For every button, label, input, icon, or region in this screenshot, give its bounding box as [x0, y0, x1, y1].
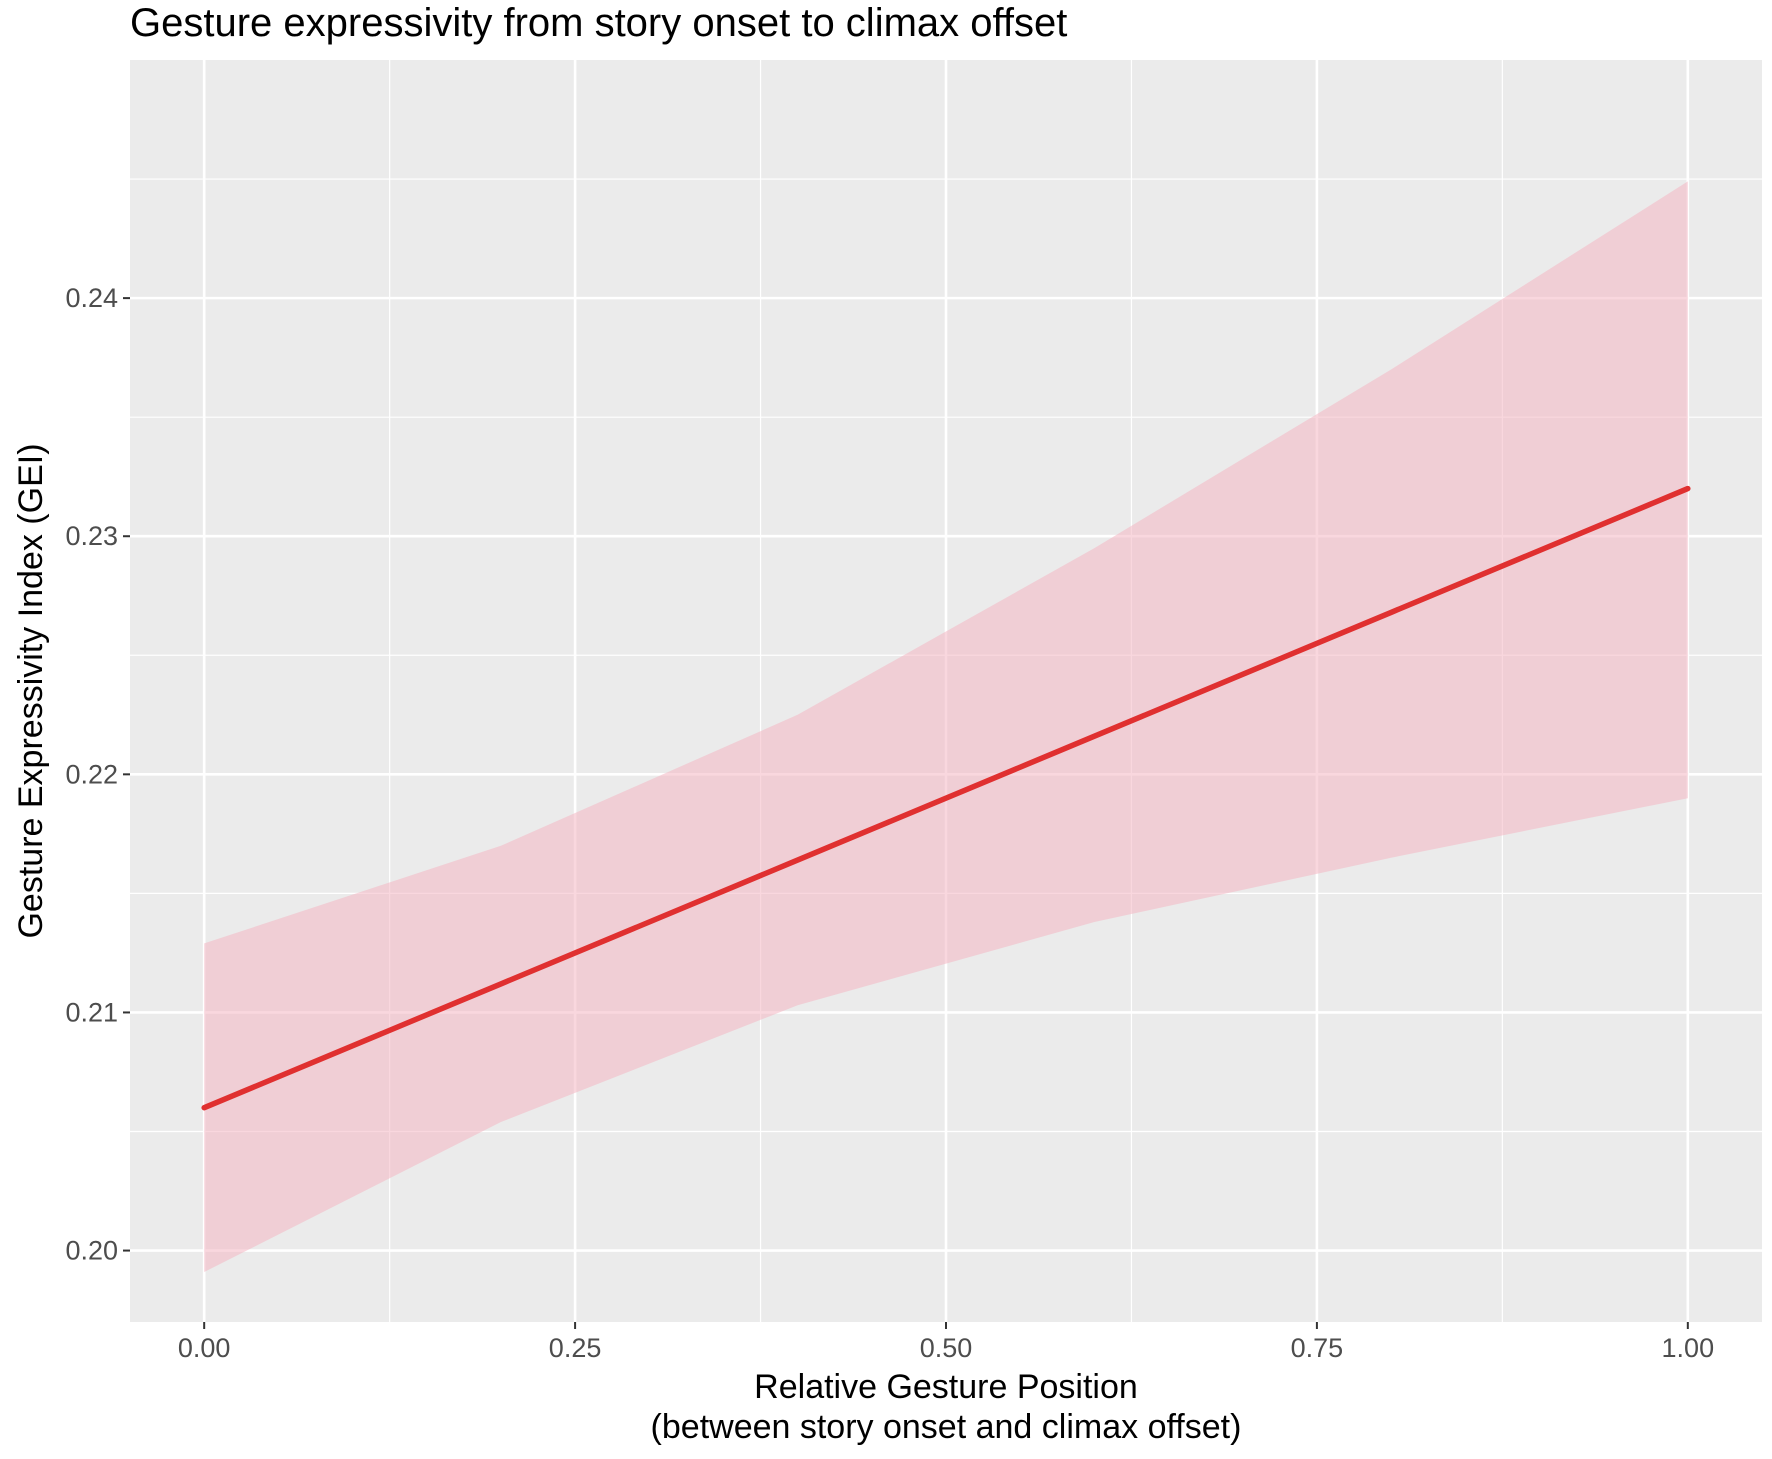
x-tick-label: 0.50: [920, 1333, 973, 1363]
x-tick-label: 1.00: [1662, 1333, 1715, 1363]
confidence-band: [204, 181, 1688, 1272]
chart-title: Gesture expressivity from story onset to…: [130, 1, 1067, 45]
x-axis-title: Relative Gesture Position: [754, 1368, 1138, 1406]
x-tick-label: 0.00: [178, 1333, 231, 1363]
trend-line: [201, 485, 1691, 1111]
x-tick-label: 0.75: [1291, 1333, 1344, 1363]
y-tick-label: 0.21: [65, 997, 118, 1027]
x-axis-subtitle: (between story onset and climax offset): [651, 1408, 1242, 1446]
x-axis: 0.00 0.25 0.50 0.75 1.00: [178, 1322, 1714, 1363]
y-axis-title: Gesture Expressivity Index (GEI): [12, 443, 50, 938]
y-tick-label: 0.24: [65, 283, 118, 313]
y-tick-label: 0.20: [65, 1236, 118, 1266]
x-tick-label: 0.25: [549, 1333, 602, 1363]
y-tick-label: 0.22: [65, 759, 118, 789]
y-tick-label: 0.23: [65, 521, 118, 551]
y-axis: 0.20 0.21 0.22 0.23 0.24: [65, 283, 130, 1266]
